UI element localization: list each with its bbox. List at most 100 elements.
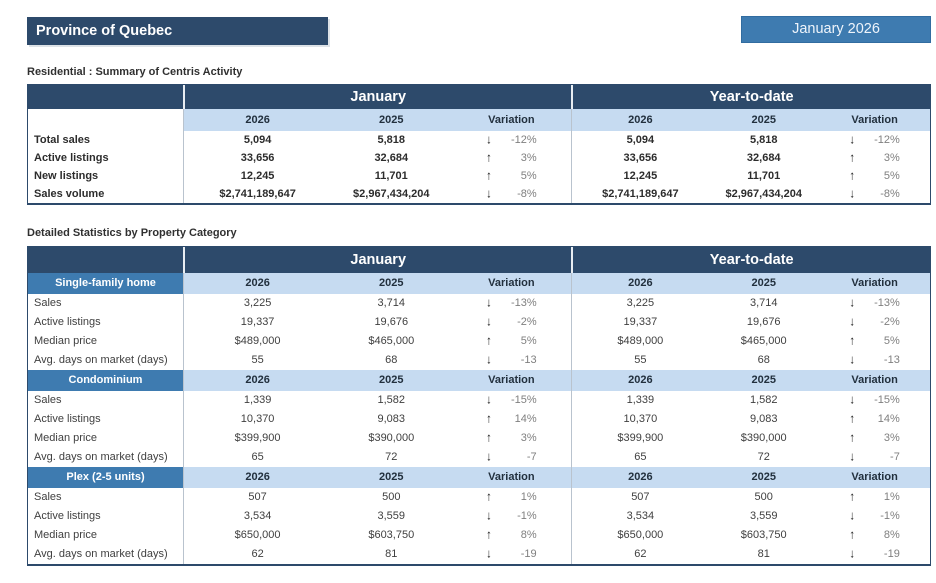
section-ytd: 33,656 32,684 ↑ 3% [571,149,930,167]
variation-cell: ↑ 14% [819,410,930,429]
variation-cell: ↑ 8% [451,526,571,545]
value-2026: 19,337 [240,316,275,328]
col-header-variation: Variation [488,374,535,386]
value-2025: $603,750 [368,529,415,541]
section-ytd: 19,337 19,676 ↓ -2% [571,313,930,332]
arrow-up-icon: ↑ [486,334,492,348]
section-jan: 10,370 9,083 ↑ 14% [183,410,571,429]
table-row: Active listings 3,534 3,559 ↓ -1% 3,534 3,559 ↓… [28,507,930,526]
january-subheader: 2026 2025 Variation [183,109,572,131]
variation-cell: ↓ -13% [451,294,571,313]
row-label: Active listings [34,152,109,164]
arrow-down-icon: ↓ [486,133,492,147]
arrow-up-icon: ↑ [486,490,492,504]
arrow-up-icon: ↑ [849,431,855,445]
variation-value: -2% [517,316,537,328]
col-header-variation: Variation [851,114,898,126]
section-ytd: $489,000 $465,000 ↑ 5% [571,332,930,351]
variation-value: -13% [874,297,900,309]
value-2026: 3,225 [626,297,655,309]
section-ytd: 507 500 ↑ 1% [571,488,930,507]
variation-cell: ↓ -15% [819,391,930,410]
summary-table: January Year-to-date 2026 2025 Variation… [27,84,931,205]
col-header-variation: Variation [488,114,535,126]
summary-table-band: January Year-to-date [28,85,930,109]
table-row: Active listings 19,337 19,676 ↓ -2% 19,337 19,… [28,313,930,332]
value-2026: 12,245 [623,170,658,182]
subheader-spacer [28,109,183,131]
value-2025: 32,684 [746,152,781,164]
variation-value: -13 [883,354,900,366]
variation-cell: ↓ -12% [819,131,930,149]
row-label: Sales [34,297,62,309]
variation-value: 8% [520,529,537,541]
row-label: Sales [34,491,62,503]
value-2026: 1,339 [626,394,655,406]
value-2026: 65 [634,451,647,463]
value-2025: 68 [757,354,770,366]
category-header: Condominium 2026 2025 Variation 2026 2025 Vari… [28,370,930,391]
section-ytd: 2026 2025 Variation [571,467,930,488]
col-header-2026: 2026 [245,471,270,483]
value-2026: $650,000 [234,529,281,541]
col-header-variation: Variation [488,277,535,289]
row-label: New listings [34,170,99,182]
value-2026: 62 [634,548,647,560]
variation-value: -8% [880,188,900,200]
value-2025: 9,083 [749,413,778,425]
variation-cell: ↓ -8% [819,185,930,203]
section-ytd: 55 68 ↓ -13 [571,351,930,370]
value-2026: 507 [248,491,267,503]
variation-value: -2% [880,316,900,328]
variation-value: -1% [517,510,537,522]
col-header-2025: 2025 [751,471,776,483]
variation-cell: ↑ 1% [451,488,571,507]
col-header-variation: Variation [851,277,898,289]
variation-cell: ↑ 3% [451,429,571,448]
variation-cell: ↓ -2% [451,313,571,332]
arrow-down-icon: ↓ [486,353,492,367]
value-2026: $489,000 [617,335,664,347]
table-row: Sales 507 500 ↑ 1% 507 500 ↑ 1% [28,488,930,507]
section-ytd: 62 81 ↓ -19 [571,545,930,564]
row-label: Avg. days on market (days) [34,548,168,560]
arrow-up-icon: ↑ [849,151,855,165]
arrow-up-icon: ↑ [486,528,492,542]
variation-cell: ↓ -15% [451,391,571,410]
value-2026: 1,339 [243,394,272,406]
value-2025: 3,559 [377,510,406,522]
variation-cell: ↓ -2% [819,313,930,332]
value-2026: 10,370 [240,413,275,425]
arrow-down-icon: ↓ [486,296,492,310]
section-ytd: 10,370 9,083 ↑ 14% [571,410,930,429]
value-2026: 507 [631,491,650,503]
col-header-2026: 2026 [628,471,653,483]
summary-section-title: Residential : Summary of Centris Activit… [27,66,243,78]
col-header-2026: 2026 [628,374,653,386]
value-2026: $399,900 [617,432,664,444]
variation-value: -13% [510,297,537,309]
summary-subheader: 2026 2025 Variation 2026 2025 Variation [28,109,930,131]
section-jan: 65 72 ↓ -7 [183,448,571,467]
section-ytd: 1,339 1,582 ↓ -15% [571,391,930,410]
variation-value: -19 [520,548,537,560]
row-label: Median price [34,335,97,347]
section-jan: $489,000 $465,000 ↑ 5% [183,332,571,351]
value-2026: 19,337 [623,316,658,328]
variation-cell: ↑ 5% [819,332,930,351]
variation-cell: ↓ -19 [819,545,930,564]
period-badge: January 2026 [741,16,931,43]
value-2026: 5,094 [243,134,272,146]
variation-value: -8% [517,188,537,200]
value-2025: 32,684 [374,152,409,164]
row-label: Active listings [34,510,101,522]
section-jan: 33,656 32,684 ↑ 3% [183,149,571,167]
column-group-year-to-date: Year-to-date [571,85,930,109]
arrow-up-icon: ↑ [849,334,855,348]
variation-cell: ↓ -13 [451,351,571,370]
value-2025: 3,559 [749,510,778,522]
variation-value: 8% [883,529,900,541]
col-header-2026: 2026 [628,114,653,126]
col-header-2025: 2025 [751,374,776,386]
